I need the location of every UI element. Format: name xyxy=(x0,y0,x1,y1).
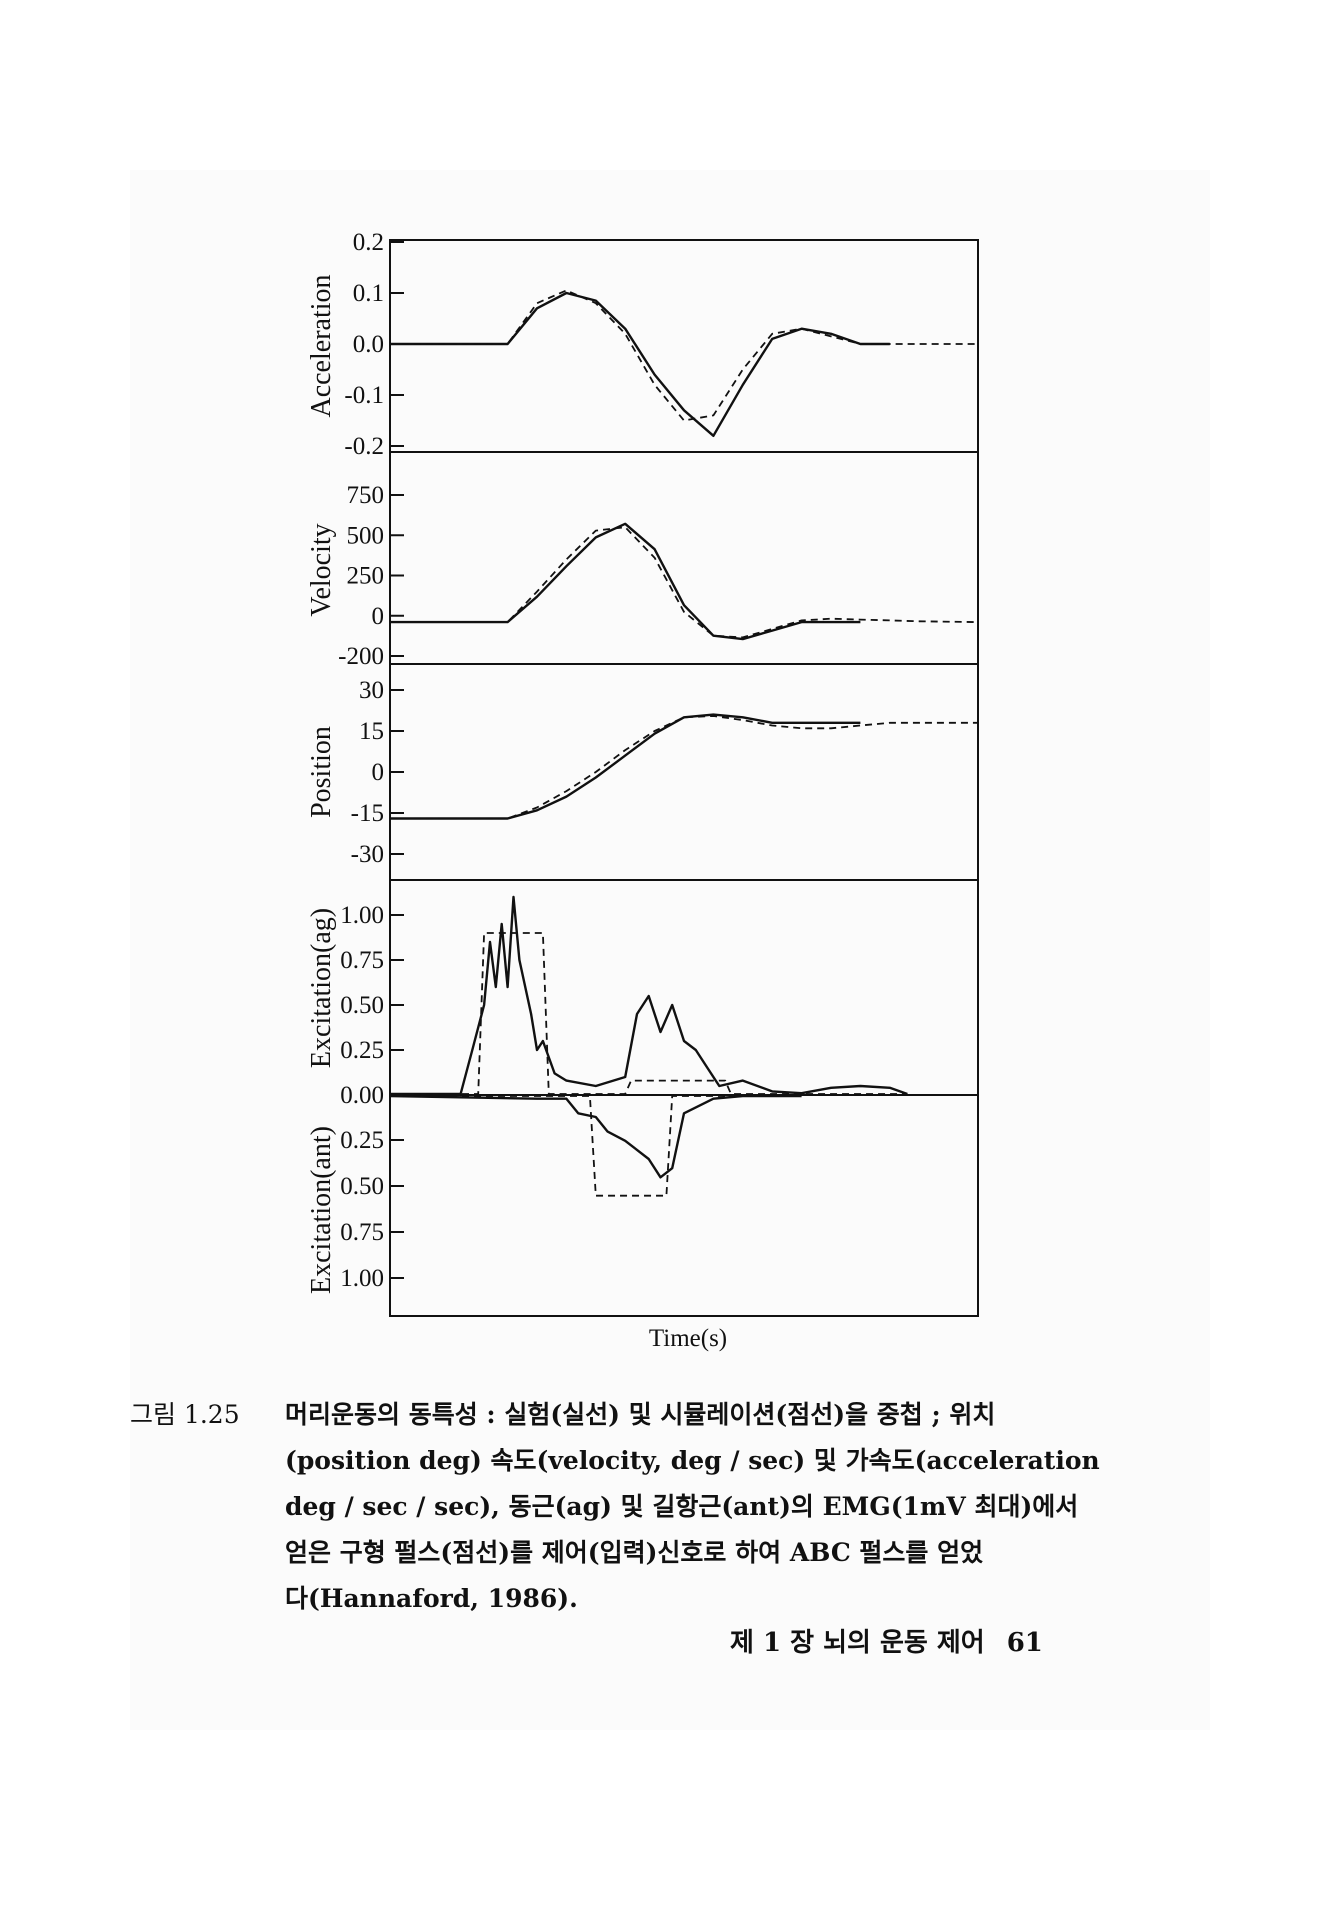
y-tick-label: 0 xyxy=(372,759,385,786)
series-experiment-line xyxy=(389,1094,802,1179)
caption-line: deg / sec / sec), 동근(ag) 및 길항근(ant)의 EMG… xyxy=(285,1492,1079,1521)
y-tick-label: 0 xyxy=(372,603,385,630)
y-tick-label: 0.50 xyxy=(340,1173,384,1200)
series-simulation-line xyxy=(390,932,908,1095)
y-tick-label: 750 xyxy=(347,482,385,509)
caption-line: 머리운동의 동특성 : 실험(실선) 및 시뮬레이션(점선)을 중첩 ; 위치 xyxy=(285,1400,996,1429)
series-experiment-line xyxy=(390,522,861,641)
series-simulation-line xyxy=(390,1095,802,1197)
caption-label: 그림 1.25 xyxy=(130,1400,240,1429)
y-tick-label: 0.75 xyxy=(340,1219,384,1246)
running-head: 제 1 장 뇌의 운동 제어 xyxy=(730,1628,985,1658)
y-tick-label: 15 xyxy=(359,718,384,745)
page-footer: 제 1 장 뇌의 운동 제어 61 xyxy=(730,1622,1043,1659)
x-axis-label: Time(s) xyxy=(649,1325,727,1352)
series-experiment-line xyxy=(390,291,890,437)
y-tick-label: 1.00 xyxy=(340,1265,384,1292)
y-tick-label: 0.75 xyxy=(340,947,384,974)
y-tick-label: -200 xyxy=(338,643,384,670)
panel-y-label: Velocity xyxy=(306,523,337,616)
caption-line: (position deg) 속도(velocity, deg / sec) 및… xyxy=(285,1446,1100,1475)
page-sheet xyxy=(130,170,1210,1730)
plot-frame xyxy=(389,239,979,1317)
panel-y-label: Excitation(ag) xyxy=(306,908,337,1068)
y-tick-label: 0.25 xyxy=(340,1127,384,1154)
y-tick-label: -15 xyxy=(351,800,384,827)
y-tick-label: 500 xyxy=(347,522,385,549)
panel-y-label: Position xyxy=(306,726,337,818)
series-experiment-line xyxy=(390,895,908,1096)
y-tick-label: 250 xyxy=(347,563,385,590)
series-simulation-line xyxy=(390,715,978,820)
series-experiment-line xyxy=(390,713,861,820)
series-simulation-line xyxy=(390,526,979,639)
panel-y-label: Acceleration xyxy=(306,274,337,417)
caption-text: 머리운동의 동특성 : 실험(실선) 및 시뮬레이션(점선)을 중첩 ; 위치 … xyxy=(285,1392,1220,1622)
page-number: 61 xyxy=(1006,1628,1043,1658)
series-simulation-line xyxy=(390,289,978,422)
y-tick-label: 1.00 xyxy=(340,902,384,929)
panel-y-label: Excitation(ant) xyxy=(306,1126,337,1294)
y-tick-label: 0.2 xyxy=(353,229,384,256)
y-tick-label: 0.1 xyxy=(353,280,384,307)
y-tick-label: 0.0 xyxy=(353,331,384,358)
y-tick-label: 0.50 xyxy=(340,992,384,1019)
y-tick-label: -0.2 xyxy=(344,433,384,460)
y-tick-label: -30 xyxy=(351,841,384,868)
y-tick-label: -0.1 xyxy=(344,382,384,409)
caption-line: 얻은 구형 펄스(점선)를 제어(입력)신호로 하여 ABC 펄스를 얻었 xyxy=(285,1538,984,1567)
caption-line: 다(Hannaford, 1986). xyxy=(285,1584,578,1613)
y-tick-label: 0.25 xyxy=(340,1037,384,1064)
y-tick-label: 0.00 xyxy=(340,1082,384,1109)
figure: 0.2 0.1 0.0 -0.1 -0.2 Acceleration 750 500 250 0 -… xyxy=(306,229,979,1352)
y-tick-label: 30 xyxy=(359,677,384,704)
